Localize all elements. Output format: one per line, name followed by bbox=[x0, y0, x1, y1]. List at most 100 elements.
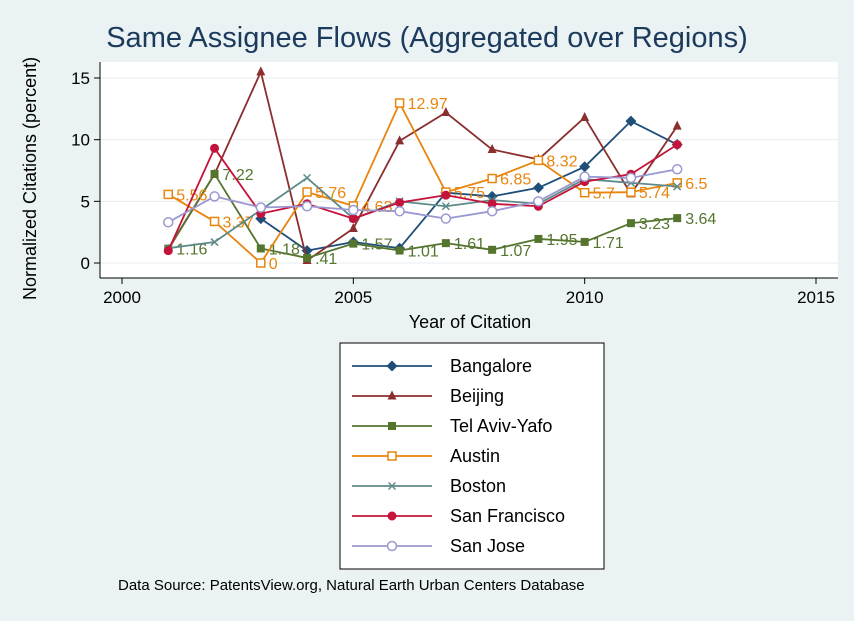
point-marker bbox=[303, 253, 312, 262]
point-marker bbox=[580, 237, 589, 246]
point-marker bbox=[256, 244, 265, 253]
point-marker bbox=[625, 172, 637, 184]
point-marker bbox=[210, 169, 219, 178]
point-marker bbox=[387, 481, 397, 491]
chart-title: Same Assignee Flows (Aggregated over Reg… bbox=[106, 22, 748, 54]
point-marker bbox=[209, 191, 220, 202]
data-label: 6.5 bbox=[685, 176, 707, 193]
data-label: 1.01 bbox=[408, 244, 439, 261]
series-line-0 bbox=[260, 120, 678, 252]
series-line-1 bbox=[167, 70, 678, 262]
legend-entry: Austin bbox=[450, 446, 500, 466]
data-label: 1.71 bbox=[593, 235, 624, 252]
point-marker-stroke bbox=[387, 481, 397, 491]
y-tick-label: 10 bbox=[71, 131, 90, 150]
point-marker bbox=[348, 204, 359, 216]
point-marker bbox=[387, 511, 397, 521]
point-marker bbox=[256, 258, 266, 268]
data-label: 6.85 bbox=[500, 172, 531, 189]
data-label: 5.56 bbox=[176, 187, 207, 204]
point-marker bbox=[488, 245, 497, 254]
data-label: 0 bbox=[269, 256, 278, 273]
point-marker bbox=[163, 246, 173, 256]
point-marker bbox=[487, 199, 497, 209]
point-marker bbox=[386, 540, 398, 552]
point-marker bbox=[441, 239, 450, 248]
data-label: 12.97 bbox=[408, 96, 448, 113]
point-marker bbox=[388, 422, 396, 430]
data-label: 5.74 bbox=[639, 185, 670, 202]
point-marker bbox=[301, 201, 313, 212]
data-label: 3.37 bbox=[223, 214, 254, 231]
point-marker bbox=[673, 182, 682, 191]
legend-entry: Bangalore bbox=[450, 356, 532, 376]
plot-area bbox=[100, 62, 838, 278]
data-label: 1.61 bbox=[454, 236, 485, 253]
point-marker bbox=[672, 140, 682, 150]
data-label: 5.7 bbox=[593, 186, 615, 203]
point-marker bbox=[440, 213, 452, 224]
point-marker bbox=[395, 198, 405, 208]
data-label: 3.23 bbox=[639, 216, 670, 233]
y-tick-label: 5 bbox=[81, 192, 90, 211]
point-marker bbox=[256, 66, 266, 76]
point-marker bbox=[441, 107, 451, 117]
x-tick-label: 2005 bbox=[334, 288, 372, 307]
point-marker bbox=[580, 111, 590, 121]
point-marker bbox=[486, 205, 498, 217]
point-marker bbox=[387, 390, 397, 400]
data-label: 3.64 bbox=[685, 211, 716, 228]
legend-entry: San Francisco bbox=[450, 506, 565, 526]
point-marker bbox=[672, 120, 682, 130]
point-marker bbox=[441, 202, 450, 211]
point-marker bbox=[673, 214, 682, 223]
point-marker bbox=[671, 164, 683, 175]
point-marker bbox=[534, 234, 543, 243]
data-label: 1.57 bbox=[361, 237, 392, 254]
point-marker bbox=[210, 238, 219, 247]
legend-entry: Tel Aviv-Yafo bbox=[450, 416, 552, 436]
point-marker-stroke bbox=[673, 182, 682, 191]
point-marker bbox=[209, 216, 220, 227]
point-marker bbox=[394, 98, 405, 108]
data-label: 1.07 bbox=[500, 243, 531, 260]
data-source-note: Data Source: PatentsView.org, Natural Ea… bbox=[118, 577, 585, 594]
point-marker bbox=[395, 135, 405, 145]
point-marker bbox=[441, 190, 451, 200]
point-marker bbox=[303, 173, 312, 182]
y-tick-label: 15 bbox=[71, 69, 90, 88]
point-marker bbox=[163, 189, 174, 200]
point-marker bbox=[626, 187, 636, 197]
legend-entry: San Jose bbox=[450, 536, 525, 556]
legend-entry: Boston bbox=[450, 476, 506, 496]
point-marker bbox=[163, 217, 174, 228]
point-marker bbox=[626, 219, 635, 228]
series-line-5 bbox=[167, 143, 678, 252]
y-tick-label: 0 bbox=[81, 254, 90, 273]
point-marker bbox=[210, 143, 220, 153]
point-marker bbox=[394, 205, 405, 217]
point-marker bbox=[395, 246, 404, 255]
series-line-3 bbox=[167, 102, 678, 264]
point-marker bbox=[579, 171, 590, 182]
point-marker bbox=[387, 451, 397, 461]
point-marker bbox=[386, 360, 398, 372]
point-marker bbox=[532, 182, 544, 194]
data-label: .41 bbox=[315, 251, 337, 268]
point-marker bbox=[255, 202, 267, 213]
point-marker bbox=[487, 173, 497, 184]
point-marker bbox=[349, 239, 358, 248]
data-label: 5.76 bbox=[315, 185, 346, 202]
point-marker bbox=[302, 187, 312, 197]
x-tick-label: 2010 bbox=[566, 288, 604, 307]
data-label: 1.18 bbox=[269, 241, 300, 258]
point-marker bbox=[579, 161, 591, 173]
point-marker bbox=[348, 214, 358, 224]
data-label: 8.32 bbox=[546, 153, 577, 170]
point-marker-stroke bbox=[303, 173, 312, 182]
point-marker bbox=[487, 144, 497, 154]
legend-entry: Beijing bbox=[450, 386, 504, 406]
data-label: 1.95 bbox=[546, 232, 577, 249]
